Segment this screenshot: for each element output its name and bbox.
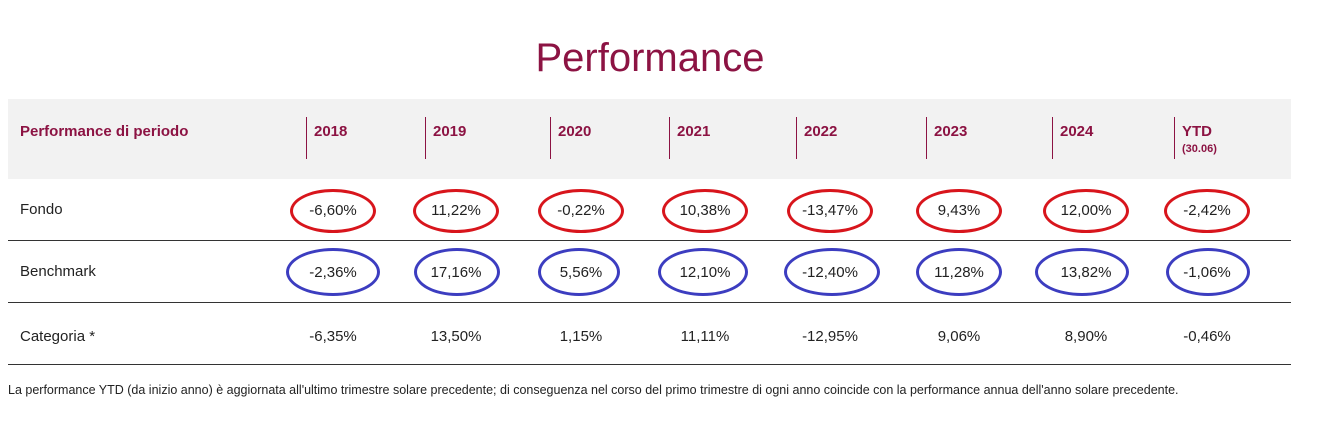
header-label: Performance di periodo (20, 123, 189, 140)
cell-value: 11,28% (934, 264, 984, 281)
row-divider (8, 364, 1291, 365)
header-divider (1174, 117, 1175, 159)
highlight-circle (538, 189, 624, 233)
header-year: 2024 (1060, 123, 1094, 140)
cell-value: 5,56% (559, 264, 603, 281)
cell-value: -6,60% (309, 202, 357, 219)
cell-value: 17,16% (430, 264, 482, 281)
highlight-circle (787, 189, 873, 233)
footnote: La performance YTD (da inizio anno) è ag… (8, 383, 1179, 397)
header-year: 2020 (558, 123, 592, 140)
row-label: Fondo (20, 201, 63, 218)
ytd-date: (30.06) (1182, 143, 1217, 155)
header-divider (796, 117, 797, 159)
highlight-circle (286, 248, 380, 296)
ytd-label: YTD (1182, 123, 1212, 140)
page-title: Performance (535, 36, 765, 80)
highlight-circle (1166, 248, 1250, 296)
cell-value: 11,22% (431, 202, 481, 219)
highlight-circle (1043, 189, 1129, 233)
header-year: 2018 (314, 123, 348, 140)
cell-value: -0,22% (557, 202, 605, 219)
row-label: Categoria * (20, 328, 96, 345)
cell-value: -6,35% (309, 328, 357, 345)
header-year: 2023 (934, 123, 968, 140)
table-header: Performance di periodo 2018 2019 2020 20… (8, 99, 1291, 179)
cell-value: 9,06% (937, 328, 981, 345)
cell-value: 10,38% (679, 202, 731, 219)
highlight-circle (916, 189, 1002, 233)
header-divider (306, 117, 307, 159)
cell-value: 12,10% (679, 264, 731, 281)
cell-value: 9,43% (937, 202, 981, 219)
header-divider (926, 117, 927, 159)
cell-value: 12,00% (1060, 202, 1112, 219)
highlight-circle (414, 248, 500, 296)
highlight-circle (1035, 248, 1129, 296)
cell-value: 8,90% (1064, 328, 1108, 345)
cell-value: -0,46% (1183, 328, 1231, 345)
row-divider (8, 302, 1291, 303)
row-label: Benchmark (20, 263, 96, 280)
table-row: Fondo -6,60% 11,22% -0,22% 10,38% -13,47… (8, 179, 1291, 240)
cell-value: 1,15% (559, 328, 603, 345)
highlight-circle (658, 248, 748, 296)
cell-value: 13,50% (430, 328, 482, 345)
highlight-circle (538, 248, 620, 296)
highlight-circle (413, 189, 499, 233)
cell-value: 11,11% (680, 328, 730, 345)
cell-value: -1,06% (1183, 264, 1231, 281)
header-divider (425, 117, 426, 159)
highlight-circle (784, 248, 880, 296)
row-divider (8, 240, 1291, 241)
table-row: Benchmark -2,36% 17,16% 5,56% 12,10% -12… (8, 241, 1291, 302)
highlight-circle (916, 248, 1002, 296)
header-divider (1052, 117, 1053, 159)
cell-value: -2,42% (1183, 202, 1231, 219)
header-year: 2021 (677, 123, 711, 140)
cell-value: -12,95% (802, 328, 858, 345)
table-row: Categoria * -6,35% 13,50% 1,15% 11,11% -… (8, 303, 1291, 364)
cell-value: 13,82% (1060, 264, 1112, 281)
highlight-circle (662, 189, 748, 233)
header-year-ytd: YTD (30.06) (1182, 123, 1217, 155)
header-divider (669, 117, 670, 159)
cell-value: -12,40% (802, 264, 858, 281)
header-year: 2022 (804, 123, 838, 140)
highlight-circle (1164, 189, 1250, 233)
cell-value: -2,36% (309, 264, 357, 281)
header-year: 2019 (433, 123, 467, 140)
header-divider (550, 117, 551, 159)
highlight-circle (290, 189, 376, 233)
cell-value: -13,47% (802, 202, 858, 219)
